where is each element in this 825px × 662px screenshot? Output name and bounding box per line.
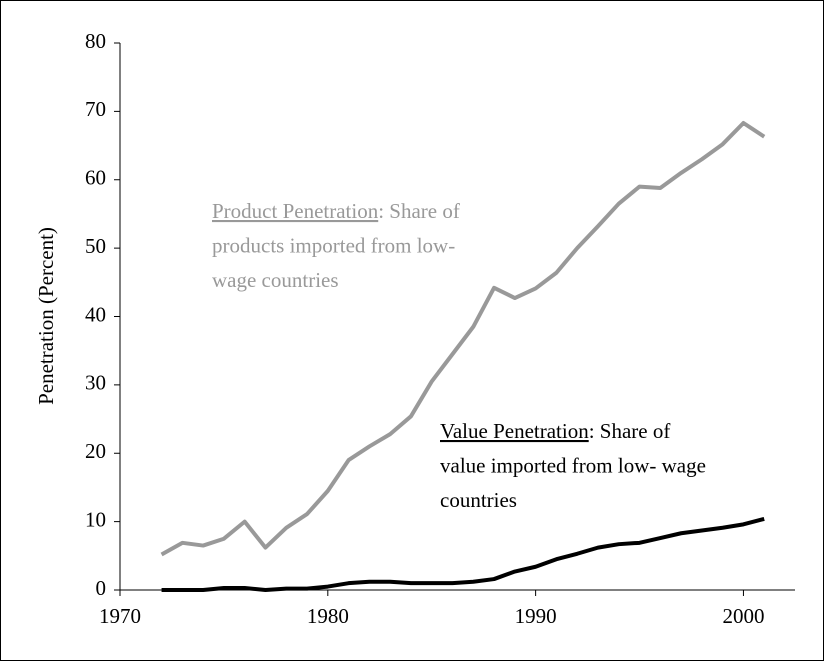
y-tick-label: 60 [85,166,106,190]
annotation-text: : Share of [589,419,671,443]
y-tick-label: 20 [85,439,106,463]
y-tick-label: 70 [85,97,106,121]
annotation-text: products imported from low- [212,233,455,257]
y-tick-label: 0 [96,576,107,600]
series-line [161,516,765,592]
annotation: products imported from low- [212,233,455,257]
annotation-heading: Value Penetration [440,419,589,443]
y-axis-label: Penetration (Percent) [34,227,58,405]
annotation: value imported from low- wage [440,453,706,477]
x-tick-label: 1990 [515,604,557,628]
annotation: wage countries [212,268,339,292]
annotation-text: value imported from low- wage [440,453,706,477]
annotation: countries [440,488,517,512]
annotation-heading: Product Penetration [212,199,379,223]
y-tick-label: 30 [85,371,106,395]
annotation: Value Penetration: Share of [440,419,670,443]
y-tick-label: 80 [85,29,106,53]
x-tick-label: 1970 [99,604,141,628]
series-line [160,120,766,557]
y-tick-label: 10 [85,507,106,531]
x-tick-label: 1980 [307,604,349,628]
x-tick-label: 2000 [722,604,764,628]
annotation-text: wage countries [212,268,339,292]
annotation-text: countries [440,488,517,512]
annotation-text: : Share of [378,199,460,223]
y-tick-label: 50 [85,234,106,258]
y-tick-label: 40 [85,302,106,326]
annotation: Product Penetration: Share of [212,199,460,223]
